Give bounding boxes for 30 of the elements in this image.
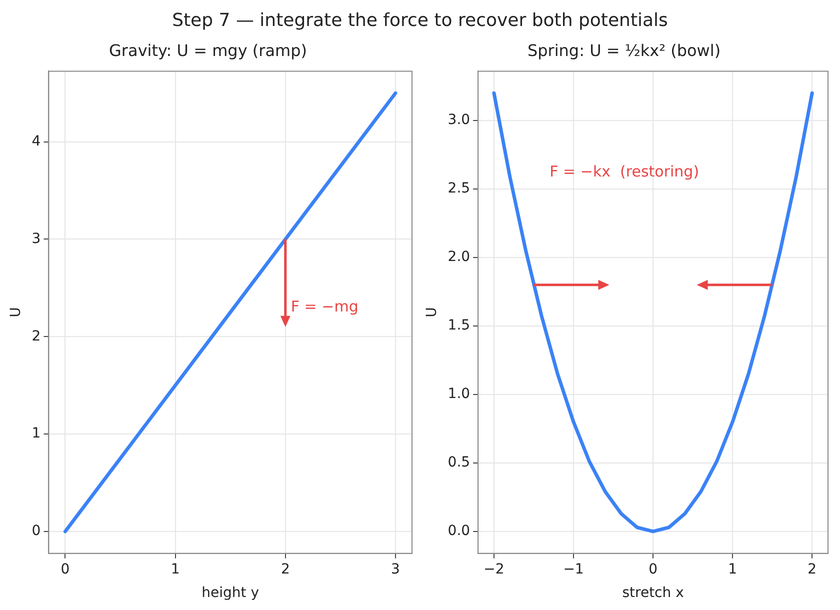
y-tick-label: 3.0 (448, 112, 470, 128)
x-tick-label: −2 (484, 561, 504, 578)
x-tick-label: −1 (563, 561, 584, 578)
x-tick-label: 2 (280, 561, 290, 578)
y-tick-label: 0.5 (448, 454, 470, 471)
x-tick-label: 1 (728, 561, 738, 578)
annotation: F = −kx (restoring) (550, 162, 700, 180)
y-tick-label: 4 (32, 133, 41, 150)
x-tick-label: 0 (60, 561, 70, 578)
chart-title: Gravity: U = mgy (ramp) (109, 40, 307, 60)
y-tick-label: 2.0 (448, 249, 470, 266)
y-axis-title: U (424, 307, 440, 318)
y-tick-label: 1.0 (448, 386, 470, 402)
annotation: F = −mg (290, 297, 358, 316)
y-tick-label: 2.5 (448, 180, 470, 197)
x-axis-title: height y (202, 585, 260, 602)
y-tick-label: 0 (32, 523, 41, 540)
y-tick-label: 2 (32, 328, 41, 344)
y-axis-title: U (8, 307, 24, 318)
x-tick-label: 1 (170, 561, 180, 578)
chart-title: Spring: U = ½kx² (bowl) (527, 40, 721, 60)
y-tick-label: 1 (32, 426, 41, 442)
x-axis-title: stretch x (622, 585, 684, 602)
y-tick-label: 3 (32, 230, 41, 247)
x-tick-label: 3 (391, 561, 400, 578)
text: Step 7 — integrate the force to recover both potentials (171, 9, 669, 33)
x-tick-label: 0 (648, 561, 658, 578)
y-tick-label: 0.0 (448, 523, 470, 540)
x-tick-label: 2 (808, 561, 817, 578)
y-tick-label: 1.5 (448, 318, 470, 334)
